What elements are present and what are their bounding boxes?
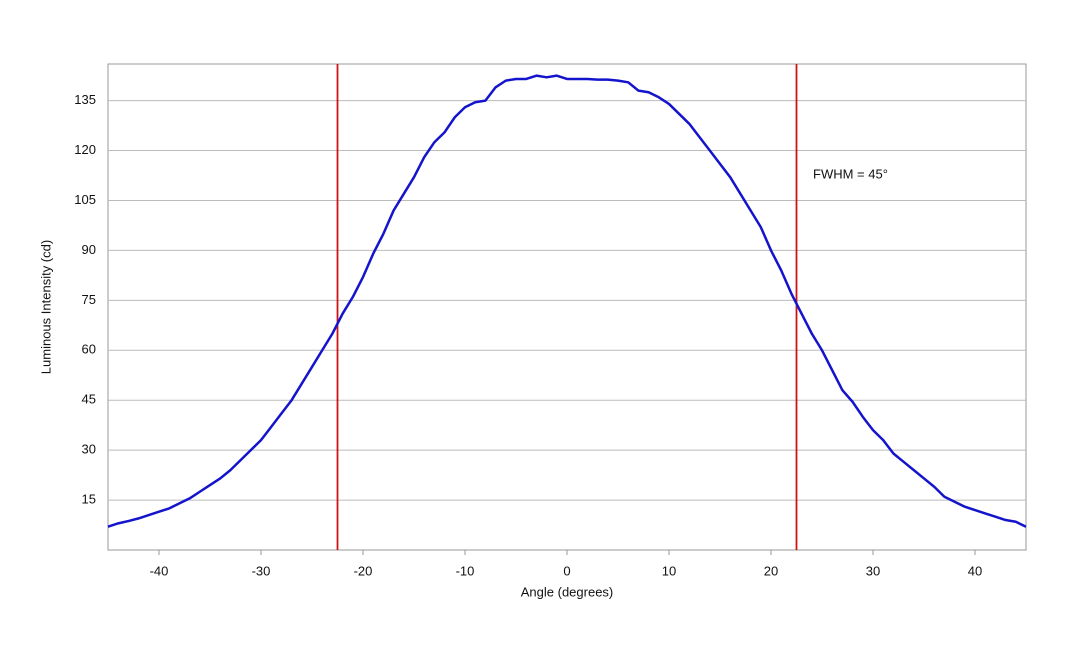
y-tick-label: 90: [82, 242, 96, 257]
x-tick-label: 20: [764, 563, 778, 578]
annotation: FWHM = 45°: [813, 166, 888, 181]
y-tick-label: 105: [74, 192, 96, 207]
x-tick-label: 40: [968, 563, 982, 578]
plot-frame: [107, 63, 1027, 551]
y-tick-label: 135: [74, 92, 96, 107]
x-tick-label: 30: [866, 563, 880, 578]
y-tick-label: 15: [82, 492, 96, 507]
x-tick-label: 0: [563, 563, 570, 578]
x-tick-label: 10: [662, 563, 676, 578]
x-tick-label: -10: [456, 563, 475, 578]
x-tick-label: -30: [252, 563, 271, 578]
data-line: [107, 74, 1027, 528]
y-tick-label: 75: [82, 292, 96, 307]
y-tick-label: 30: [82, 442, 96, 457]
x-axis-label: Angle (degrees): [521, 584, 614, 599]
y-tick-label: 45: [82, 392, 96, 407]
y-tick-label: 120: [74, 142, 96, 157]
y-tick-label: 60: [82, 342, 96, 357]
x-tick-label: -40: [150, 563, 169, 578]
x-tick-label: -20: [354, 563, 373, 578]
y-axis-label: Luminous Intensity (cd): [38, 240, 53, 374]
